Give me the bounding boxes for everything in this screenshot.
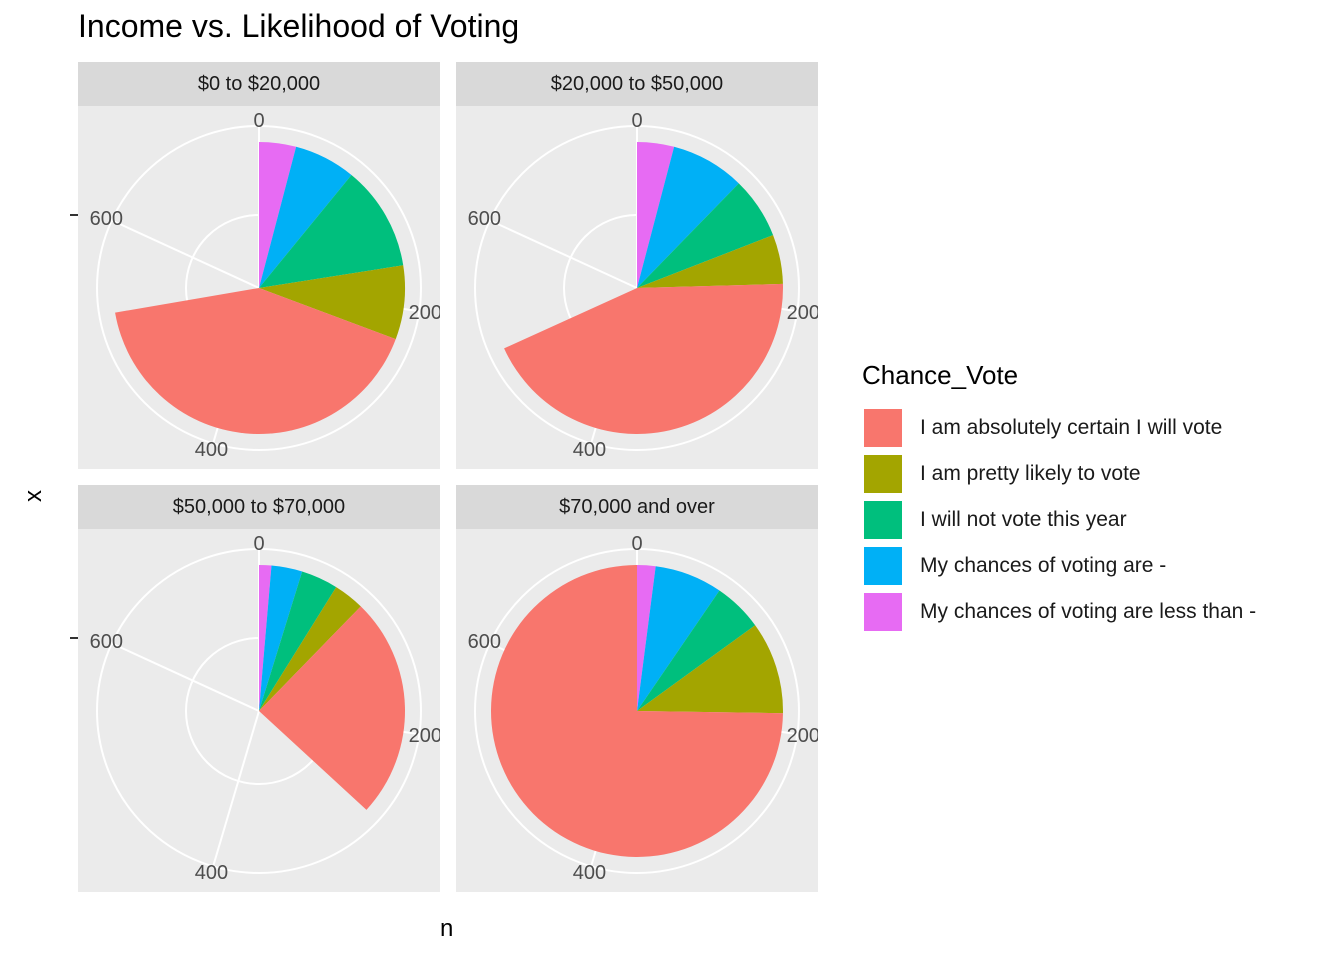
- radial-tick-label: 200: [787, 725, 818, 747]
- pie-wedge: [259, 565, 272, 711]
- pie-wedge: [259, 175, 404, 288]
- facet-panel: 0 200 400 600: [78, 529, 440, 892]
- facet-strip-label: $70,000 and over: [456, 485, 818, 529]
- pie-wedge: [504, 283, 783, 435]
- legend-key: [862, 453, 904, 495]
- polar-plot: 0 200 400 600: [90, 533, 440, 884]
- legend-item: I am absolutely certain I will vote: [862, 405, 1256, 451]
- pie-wedge: [637, 142, 675, 288]
- grid-spoke: [111, 642, 260, 712]
- legend-key: [862, 499, 904, 541]
- legend-label: I am absolutely certain I will vote: [920, 416, 1223, 439]
- radial-tick-label: 0: [631, 533, 642, 555]
- facet-strip-label: $0 to $20,000: [78, 62, 440, 106]
- radial-tick-label: 400: [573, 439, 606, 461]
- pie-wedge: [637, 235, 783, 288]
- radial-tick-label: 400: [573, 862, 606, 884]
- pie-wedge: [637, 590, 756, 711]
- facet-panel: 0 200 400 600: [78, 106, 440, 469]
- facet-panel: 0 200 400 600: [456, 529, 818, 892]
- polar-plot: 0 200 400 600: [468, 110, 818, 461]
- polar-plot: 0 200 400 600: [468, 533, 818, 884]
- facet-0: $0 to $20,000 0 200 400 600: [78, 62, 440, 469]
- legend-label: I am pretty likely to vote: [920, 462, 1141, 485]
- legend-label: My chances of voting are -: [920, 554, 1167, 577]
- pie-wedge: [637, 183, 774, 288]
- grid-spoke: [489, 219, 638, 289]
- legend-key: [862, 591, 904, 633]
- radial-tick-label: 400: [195, 862, 228, 884]
- pie-wedge: [259, 142, 297, 288]
- pie-wedge: [259, 265, 405, 340]
- pie-wedge: [637, 565, 656, 711]
- pie-wedge: [259, 146, 352, 288]
- legend-title: Chance_Vote: [862, 360, 1019, 390]
- facet-3: $70,000 and over 0 200 400 600: [456, 485, 818, 892]
- radial-tick-label: 200: [409, 725, 440, 747]
- legend-item: I will not vote this year: [862, 497, 1256, 543]
- legend-label: I will not vote this year: [920, 508, 1127, 531]
- pie-wedge: [259, 565, 303, 711]
- y-axis-label: x: [20, 490, 47, 502]
- radial-tick-label: 600: [90, 631, 123, 653]
- radial-tick-label: 200: [787, 302, 818, 324]
- radial-tick-label: 200: [409, 302, 440, 324]
- radial-tick-label: 0: [253, 110, 264, 132]
- legend-item: I am pretty likely to vote: [862, 451, 1256, 497]
- radial-tick-label: 600: [468, 208, 501, 230]
- pie-wedge: [115, 288, 396, 434]
- pie-wedge: [491, 565, 783, 857]
- pie-wedge: [259, 571, 337, 711]
- radial-tick-label: 600: [468, 631, 501, 653]
- radial-tick-label: 0: [253, 533, 264, 555]
- facet-strip-label: $50,000 to $70,000: [78, 485, 440, 529]
- facet-1: $20,000 to $50,000 0 200 400 600: [456, 62, 818, 469]
- pie-wedge: [637, 146, 739, 288]
- legend-key: [862, 545, 904, 587]
- legend-label: My chances of voting are less than -: [920, 600, 1257, 623]
- radial-tick-label: 400: [195, 439, 228, 461]
- grid-spoke: [212, 710, 260, 867]
- pie-wedge: [259, 606, 405, 810]
- polar-plot: 0 200 400 600: [90, 110, 440, 461]
- legend: Chance_Vote I am absolutely certain I wi…: [862, 360, 1256, 635]
- legend-item: My chances of voting are -: [862, 543, 1256, 589]
- legend-item: My chances of voting are less than -: [862, 589, 1256, 635]
- pie-wedge: [259, 587, 361, 711]
- facet-strip-label: $20,000 to $50,000: [456, 62, 818, 106]
- facet-panel: 0 200 400 600: [456, 106, 818, 469]
- chart-title: Income vs. Likelihood of Voting: [78, 8, 520, 44]
- y-tick-mark: [70, 637, 78, 639]
- pie-wedge: [637, 566, 720, 711]
- pie-wedge: [637, 625, 783, 714]
- facet-2: $50,000 to $70,000 0 200 400 600: [78, 485, 440, 892]
- legend-key: [862, 407, 904, 449]
- radial-tick-label: 0: [631, 110, 642, 132]
- radial-tick-label: 600: [90, 208, 123, 230]
- grid-spoke: [111, 219, 260, 289]
- x-axis-label: n: [440, 915, 454, 942]
- y-tick-mark: [70, 214, 78, 216]
